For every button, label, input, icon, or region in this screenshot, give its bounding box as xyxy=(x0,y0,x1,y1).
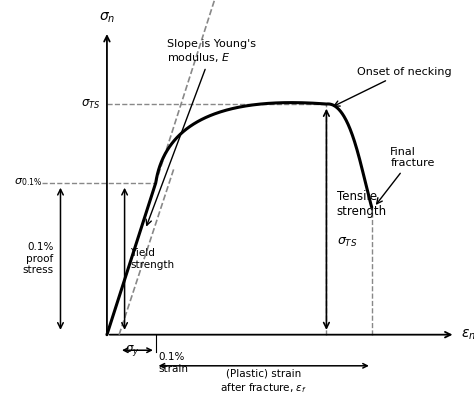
Text: $\sigma_{TS}$: $\sigma_{TS}$ xyxy=(81,98,100,111)
Text: Final
fracture: Final fracture xyxy=(377,147,435,204)
Text: $\sigma_{TS}$: $\sigma_{TS}$ xyxy=(337,236,357,249)
Text: (Plastic) strain
after fracture, $\varepsilon_f$: (Plastic) strain after fracture, $\varep… xyxy=(220,369,307,395)
Text: $\sigma_n$: $\sigma_n$ xyxy=(99,11,115,25)
Text: $\sigma_{0.1\%}$: $\sigma_{0.1\%}$ xyxy=(14,176,42,188)
Text: Yield
strength: Yield strength xyxy=(130,248,174,270)
Text: Slope is Young's
modulus, $E$: Slope is Young's modulus, $E$ xyxy=(146,39,256,225)
Text: $\varepsilon_n$: $\varepsilon_n$ xyxy=(461,328,474,342)
Text: 0.1%
strain: 0.1% strain xyxy=(158,352,188,374)
Text: Tensile
strength: Tensile strength xyxy=(337,190,387,218)
Text: 0.1%
proof
stress: 0.1% proof stress xyxy=(22,242,54,276)
Text: $\sigma_y$: $\sigma_y$ xyxy=(125,343,140,358)
Text: Onset of necking: Onset of necking xyxy=(334,67,451,106)
